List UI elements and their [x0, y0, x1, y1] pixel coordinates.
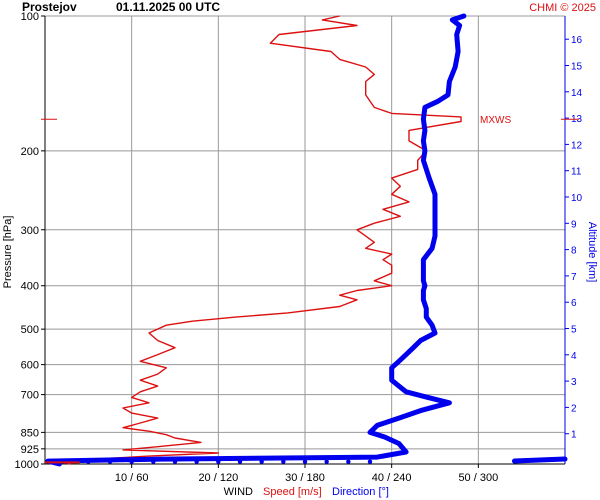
- mxws-annotation: MXWS: [480, 115, 511, 126]
- altitude-tick-label: 11: [571, 167, 582, 178]
- pressure-tick-label: 1000: [15, 459, 39, 471]
- wind-tick-label: 10 / 60: [115, 472, 149, 484]
- altitude-axis-label: Altitude [km]: [586, 222, 598, 283]
- grid-lines: [45, 15, 565, 464]
- pressure-tick-label: 925: [21, 444, 39, 456]
- pressure-tick-label: 300: [21, 225, 39, 237]
- altitude-tick-label: 3: [571, 377, 577, 388]
- speed-line: [53, 15, 462, 465]
- altitude-tick-label: 12: [571, 140, 583, 151]
- pressure-tick-label: 100: [21, 11, 39, 23]
- pressure-tick-label: 500: [21, 324, 39, 336]
- wind-tick-label: 30 / 180: [285, 472, 325, 484]
- altitude-tick-label: 10: [571, 193, 583, 204]
- pressure-axis: 100 200 300 400 500 600 700 850 925 1000: [15, 11, 46, 471]
- direction-dot: [172, 459, 178, 464]
- direction-dot: [86, 459, 91, 464]
- surface-direction-marker: [511, 456, 568, 464]
- pressure-tick-label: 700: [21, 390, 39, 402]
- direction-dot: [302, 459, 308, 464]
- wind-tick-label: 50 / 300: [458, 472, 498, 484]
- wind-tick-label: 20 / 120: [198, 472, 238, 484]
- altitude-tick-label: 8: [571, 246, 577, 257]
- speed-axis-label: Speed [m/s]: [263, 486, 322, 498]
- altitude-tick-label: 5: [571, 325, 577, 336]
- pressure-tick-label: 200: [21, 146, 39, 158]
- pressure-tick-label: 850: [21, 427, 39, 439]
- direction-dot: [107, 459, 113, 464]
- altitude-tick-label: 1: [571, 430, 577, 441]
- pressure-tick-label: 600: [21, 360, 39, 372]
- direction-dot: [281, 459, 286, 464]
- direction-dot: [216, 459, 221, 464]
- pressure-tick-label: 400: [21, 281, 39, 293]
- altitude-tick-label: 9: [571, 219, 577, 230]
- observation-datetime: 01.11.2025 00 UTC: [116, 0, 220, 14]
- direction-dot: [346, 459, 351, 464]
- pressure-axis-label: Pressure [hPa]: [2, 216, 14, 289]
- altitude-tick-label: 7: [571, 272, 577, 283]
- direction-dot: [151, 459, 156, 464]
- direction-dot: [194, 459, 199, 464]
- altitude-tick-label: 2: [571, 403, 577, 414]
- series-layer: MXWS: [41, 13, 579, 467]
- wind-tick-label: 40 / 240: [372, 472, 412, 484]
- direction-line: [45, 13, 467, 467]
- bottom-axis: 10 / 60 20 / 120 30 / 180 40 / 240 50 / 300: [45, 463, 565, 484]
- direction-axis-label: Direction [°]: [332, 486, 389, 498]
- altitude-tick-label: 6: [571, 298, 577, 309]
- copyright-label: CHMI © 2025: [529, 2, 596, 14]
- direction-dot: [367, 459, 373, 464]
- direction-dot: [237, 459, 243, 464]
- direction-dot: [324, 459, 329, 464]
- altitude-tick-label: 4: [571, 351, 577, 362]
- altitude-tick-label: 14: [571, 88, 583, 99]
- direction-dot: [259, 459, 264, 464]
- station-name: Prostejov: [22, 0, 77, 14]
- altitude-tick-label: 15: [571, 62, 583, 73]
- direction-dot: [129, 459, 134, 464]
- altitude-tick-label: 16: [571, 35, 583, 46]
- wind-axis-title: WIND: [224, 486, 253, 498]
